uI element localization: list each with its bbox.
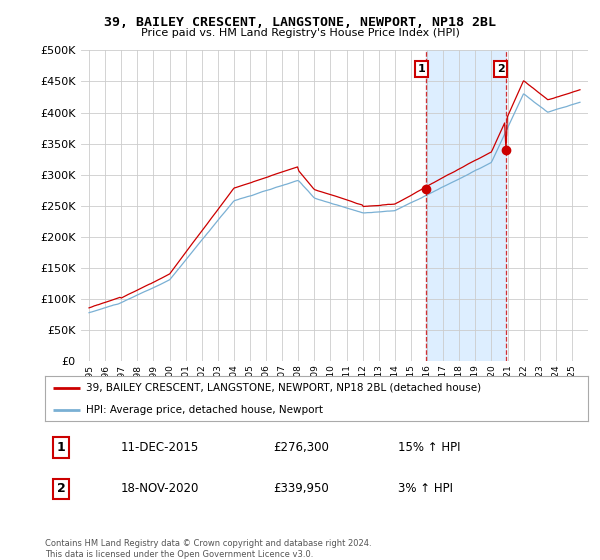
- Text: £339,950: £339,950: [273, 482, 329, 496]
- Text: 3% ↑ HPI: 3% ↑ HPI: [398, 482, 453, 496]
- Text: Price paid vs. HM Land Registry's House Price Index (HPI): Price paid vs. HM Land Registry's House …: [140, 28, 460, 38]
- Text: 11-DEC-2015: 11-DEC-2015: [121, 441, 199, 454]
- Bar: [426, 50, 506, 361]
- Text: 2: 2: [497, 64, 505, 74]
- Text: 2: 2: [57, 482, 65, 496]
- Text: HPI: Average price, detached house, Newport: HPI: Average price, detached house, Newp…: [86, 405, 323, 415]
- Text: Contains HM Land Registry data © Crown copyright and database right 2024.
This d: Contains HM Land Registry data © Crown c…: [45, 539, 371, 559]
- Text: 18-NOV-2020: 18-NOV-2020: [121, 482, 199, 496]
- Text: 1: 1: [57, 441, 65, 454]
- Text: 1: 1: [418, 64, 425, 74]
- Text: £276,300: £276,300: [273, 441, 329, 454]
- Text: 15% ↑ HPI: 15% ↑ HPI: [398, 441, 460, 454]
- Text: 39, BAILEY CRESCENT, LANGSTONE, NEWPORT, NP18 2BL: 39, BAILEY CRESCENT, LANGSTONE, NEWPORT,…: [104, 16, 496, 29]
- Text: 39, BAILEY CRESCENT, LANGSTONE, NEWPORT, NP18 2BL (detached house): 39, BAILEY CRESCENT, LANGSTONE, NEWPORT,…: [86, 382, 481, 393]
